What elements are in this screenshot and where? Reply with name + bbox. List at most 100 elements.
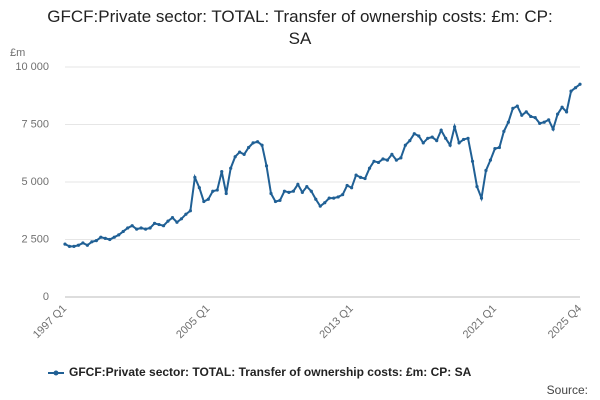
data-point <box>269 191 273 196</box>
data-point <box>515 104 519 108</box>
data-point <box>296 182 300 186</box>
source: Source: <box>547 383 588 397</box>
data-point <box>278 198 282 202</box>
data-point <box>444 136 448 140</box>
data-point <box>564 110 569 114</box>
y-tick-label: 7 500 <box>21 118 49 130</box>
data-point <box>497 145 501 150</box>
data-point <box>350 186 354 190</box>
data-point <box>538 121 542 125</box>
data-point <box>475 185 479 189</box>
data-point <box>336 195 340 199</box>
data-point <box>291 189 295 193</box>
data-point <box>314 197 318 201</box>
data-point <box>466 136 470 140</box>
data-point <box>179 217 184 221</box>
data-point <box>529 114 533 119</box>
data-point <box>76 243 81 247</box>
data-point <box>524 110 528 114</box>
data-point <box>188 209 192 213</box>
data-point <box>417 134 421 138</box>
data-point <box>412 132 416 136</box>
x-tick-label: 2025 Q4 <box>546 303 584 341</box>
data-point <box>421 141 425 145</box>
data-point <box>551 127 555 131</box>
data-point <box>332 196 336 200</box>
data-point <box>287 190 291 194</box>
data-point <box>300 190 304 194</box>
data-point <box>282 189 287 193</box>
data-point <box>233 155 237 159</box>
data-point <box>461 137 466 142</box>
data-point <box>573 86 578 90</box>
data-point <box>578 82 582 86</box>
data-point <box>273 199 278 204</box>
data-point <box>90 240 94 244</box>
data-point <box>130 224 134 228</box>
data-point <box>139 226 143 230</box>
data-point <box>390 152 394 156</box>
data-point <box>152 221 157 225</box>
data-point <box>117 233 121 237</box>
x-tick-label: 2013 Q1 <box>317 303 355 341</box>
data-point <box>470 159 475 163</box>
data-point <box>72 244 76 248</box>
data-point <box>345 183 349 188</box>
data-point <box>453 125 457 129</box>
y-tick-label: 2 500 <box>21 233 49 245</box>
data-point <box>193 175 197 179</box>
data-point <box>264 164 269 168</box>
legend-label: GFCF:Private sector: TOTAL: Transfer of … <box>69 365 472 379</box>
data-point <box>305 185 309 189</box>
data-point <box>318 204 322 208</box>
data-point <box>560 105 564 109</box>
data-point <box>341 193 345 197</box>
data-point <box>457 141 461 145</box>
data-point <box>426 136 430 140</box>
data-point <box>376 160 381 165</box>
data-point <box>211 189 215 193</box>
data-point <box>202 199 206 204</box>
data-point <box>242 152 246 156</box>
data-point <box>363 176 367 181</box>
data-point <box>229 166 233 170</box>
data-point <box>103 236 107 240</box>
data-point <box>408 139 412 143</box>
data-point <box>309 189 313 193</box>
data-point <box>399 156 403 160</box>
data-point <box>126 226 130 230</box>
data-point <box>493 147 497 151</box>
data-point <box>479 196 484 200</box>
data-point <box>170 216 175 220</box>
y-axis-label: £m <box>10 47 25 59</box>
y-tick-label: 5 000 <box>21 176 49 188</box>
data-point <box>215 188 219 192</box>
data-point <box>99 235 103 239</box>
data-point <box>135 227 139 231</box>
data-point <box>220 170 224 174</box>
data-point <box>520 113 524 117</box>
data-point <box>569 89 573 93</box>
data-point <box>327 196 331 200</box>
x-tick-label: 2021 Q1 <box>461 303 499 341</box>
data-point <box>385 158 390 162</box>
data-point <box>502 129 506 133</box>
y-tick-label: 0 <box>43 291 49 303</box>
legend-marker <box>53 370 59 376</box>
data-point <box>506 120 510 124</box>
x-tick-label: 1997 Q1 <box>31 303 69 341</box>
data-point <box>533 116 537 120</box>
data-point <box>439 128 443 132</box>
data-point <box>354 173 358 177</box>
chart-title: GFCF:Private sector: TOTAL: Transfer of … <box>47 7 553 48</box>
data-point <box>206 197 210 201</box>
y-tick-label: 10 000 <box>15 61 49 73</box>
data-point <box>403 143 407 147</box>
data-point <box>94 239 98 243</box>
data-point <box>542 120 546 124</box>
data-point <box>63 242 67 246</box>
data-point <box>435 139 439 143</box>
data-point <box>488 158 493 162</box>
